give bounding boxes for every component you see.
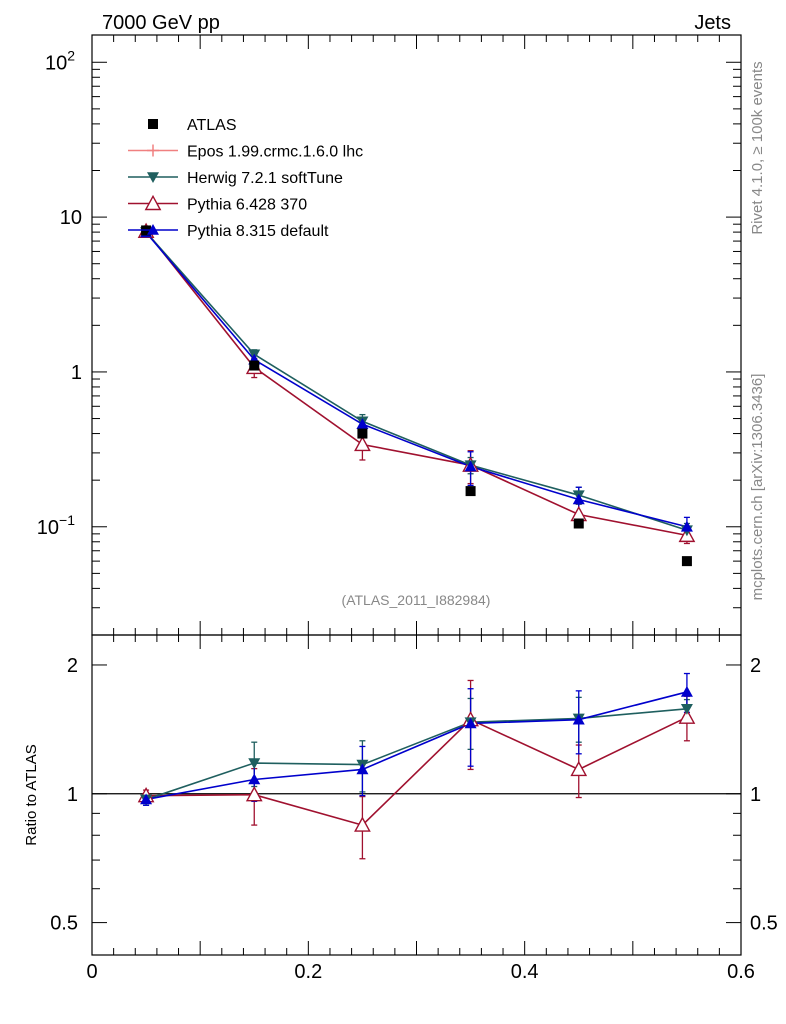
legend-label-pythia-6-428-370: Pythia 6.428 370 [187, 197, 307, 214]
ratio-point-herwig-7-2-1-softtune [680, 703, 693, 715]
header-left: 7000 GeV pp [102, 12, 220, 34]
y-tick-label: 1 [71, 362, 82, 384]
ratio-point-pythia-8-315-default [140, 793, 153, 805]
legend-marker-herwig-7-2-1-softtune [147, 172, 159, 183]
ratio-point-pythia-6-428-370 [570, 760, 588, 777]
legend-label-atlas: ATLAS [187, 117, 237, 134]
y-tick-label: 102 [45, 47, 75, 74]
x-tick-label: 0.6 [727, 961, 755, 983]
ratio-y-tick-label: 1 [67, 784, 78, 806]
legend-marker-pythia-6-428-370 [144, 194, 162, 211]
side-mcplots-text: mcplots.cern.ch [arXiv:1306.3436] [749, 374, 766, 601]
legend: ATLAS Epos 1.99.crmc.1.6.0 lhc Herwig 7.2.… [128, 117, 363, 240]
ratio-point-pythia-8-315-default [356, 763, 369, 775]
ratio-point-pythia-6-428-370 [678, 708, 696, 724]
main-point-atlas [573, 518, 584, 529]
x-tick-label: 0.2 [294, 961, 322, 983]
header-right: Jets [694, 12, 731, 34]
x-tick-label: 0 [86, 961, 97, 983]
ratio-y-tick-label-right: 2 [750, 655, 761, 677]
ratio-line-pythia-8-315-default [145, 691, 688, 801]
main-point-atlas [249, 360, 260, 371]
legend-label-herwig-7-2-1-softtune: Herwig 7.2.1 softTune [187, 170, 343, 187]
main-line-herwig-7-2-1-softtune [145, 231, 688, 531]
ratio-point-pythia-6-428-370 [354, 816, 371, 832]
y-tick-label: 10 [60, 207, 82, 229]
ratio-y-tick-label-right: 1 [750, 784, 761, 806]
main-line-pythia-8-315-default [145, 232, 688, 528]
main-point-atlas [465, 486, 476, 497]
analysis-label: (ATLAS_2011_I882984) [342, 592, 491, 608]
main-line-pythia-6-428-370 [145, 230, 688, 537]
x-tick-label: 0.4 [511, 961, 539, 983]
side-rivet-text: Rivet 4.1.0, ≥ 100k events [749, 61, 766, 234]
ratio-point-herwig-7-2-1-softtune [248, 758, 261, 770]
main-point-pythia-8-315-default [572, 493, 585, 505]
main-point-pythia-6-428-370 [354, 435, 371, 452]
main-point-pythia-8-315-default [464, 460, 477, 472]
ratio-point-pythia-8-315-default [572, 713, 585, 725]
ratio-point-pythia-8-315-default [248, 773, 261, 785]
ratio-point-pythia-8-315-default [464, 717, 477, 729]
y-tick-label: 10−1 [37, 512, 75, 539]
ratio-ylabel: Ratio to ATLAS [23, 744, 40, 845]
legend-label-pythia-8-315-default: Pythia 8.315 default [187, 223, 329, 240]
legend-marker-pythia-8-315-default [147, 224, 159, 235]
legend-label-epos-1-99-crmc-1-6-0-lhc: Epos 1.99.crmc.1.6.0 lhc [187, 144, 363, 161]
ratio-line-pythia-6-428-370 [146, 716, 688, 826]
ratio-point-pythia-6-428-370 [245, 786, 263, 802]
legend-marker-atlas [148, 119, 158, 129]
main-point-atlas [681, 556, 692, 567]
ratio-y-tick-label-right: 0.5 [750, 913, 778, 935]
ratio-y-tick-label: 0.5 [50, 913, 78, 935]
ratio-line-herwig-7-2-1-softtune [145, 707, 687, 801]
main-point-pythia-8-315-default [680, 520, 693, 532]
main-point-pythia-8-315-default [356, 418, 369, 429]
main-point-atlas [357, 428, 368, 439]
ratio-y-tick-label: 2 [67, 655, 78, 677]
ratio-point-pythia-8-315-default [680, 685, 693, 697]
